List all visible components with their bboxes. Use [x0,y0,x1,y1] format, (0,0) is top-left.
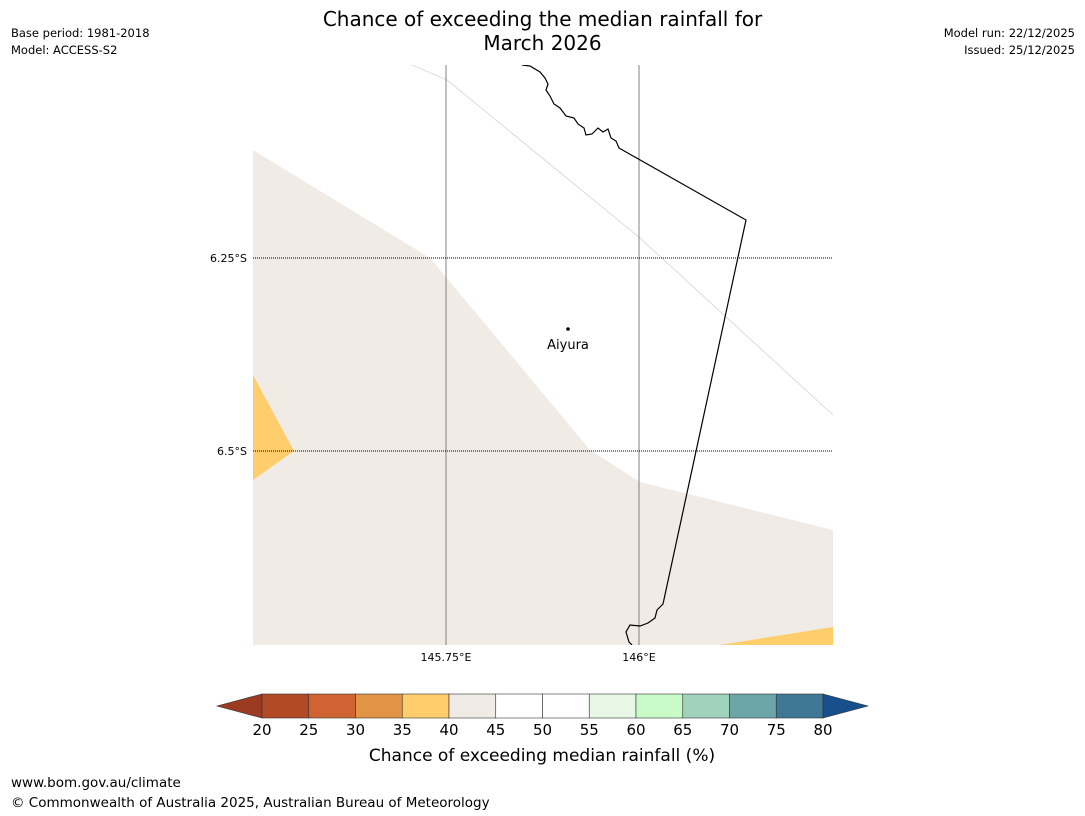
issued-text: Issued: 25/12/2025 [964,43,1075,57]
footer-copyright: © Commonwealth of Australia 2025, Austra… [11,795,490,811]
colorbar-tick-label: 40 [439,721,458,739]
region-35-40-southeast [720,627,833,645]
colorbar-segment [448,693,497,719]
lon-label-146: 146°E [622,651,655,664]
boundary-line [521,65,747,645]
colorbar-tick-label: 25 [299,721,318,739]
colorbar-segment [775,693,824,719]
colorbar-segment [635,693,684,719]
footer-url[interactable]: www.bom.gov.au/climate [11,775,181,791]
colorbar-tick-label: 20 [252,721,271,739]
title-line-2: March 2026 [483,31,602,55]
colorbar-segment [401,693,450,719]
colorbar-title: Chance of exceeding median rainfall (%) [369,746,715,766]
colorbar-segment [261,693,310,719]
info-left: Base period: 1981-2018 Model: ACCESS-S2 [11,25,150,59]
colorbar-tick-label: 45 [486,721,505,739]
lon-label-145-75: 145.75°E [421,651,472,664]
colorbar-tick-label: 30 [346,721,365,739]
colorbar-segment [682,693,730,719]
colorbar-segment [308,693,356,719]
colorbar-tick-label: 35 [393,721,412,739]
colorbar-segment [542,693,590,719]
colorbar-tick-label: 75 [767,721,786,739]
colorbar-extend-low [215,693,263,719]
colorbar-tick-label: 60 [626,721,645,739]
lat-label-6-25: 6.25°S [210,252,247,265]
colorbar-tick-label: 70 [720,721,739,739]
base-period-text: Base period: 1981-2018 [11,26,150,40]
model-text: Model: ACCESS-S2 [11,43,118,57]
contour-line [411,65,833,416]
colorbar-tick-label: 50 [533,721,552,739]
colorbar-segment [355,693,403,719]
colorbar-tick-label: 55 [580,721,599,739]
model-run-text: Model run: 22/12/2025 [943,26,1075,40]
aiyura-marker [566,327,570,331]
colorbar: 20 25 30 35 40 45 50 55 60 65 70 75 80 [215,693,870,739]
lat-label-6-5: 6.5°S [217,445,247,458]
colorbar-tick-label: 65 [673,721,692,739]
colorbar-segment [588,693,637,719]
region-35-40-west [253,375,294,480]
title-line-1: Chance of exceeding the median rainfall … [322,7,763,31]
region-40-45 [253,150,833,645]
colorbar-segment [495,693,543,719]
aiyura-label: Aiyura [547,338,589,353]
info-right: Model run: 22/12/2025 Issued: 25/12/2025 [944,25,1075,59]
colorbar-tick-label: 80 [813,721,832,739]
chart-title: Chance of exceeding the median rainfall … [0,7,1085,55]
colorbar-extend-high [822,693,870,719]
colorbar-segment [729,693,777,719]
